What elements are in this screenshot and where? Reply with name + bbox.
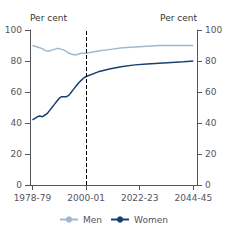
svg-text:Per cent: Per cent — [30, 13, 67, 23]
svg-text:20: 20 — [11, 149, 23, 159]
svg-text:1978-79: 1978-79 — [14, 193, 52, 203]
svg-text:40: 40 — [205, 118, 217, 128]
svg-text:20: 20 — [205, 149, 217, 159]
svg-text:80: 80 — [205, 56, 217, 66]
svg-text:0: 0 — [205, 180, 211, 190]
svg-text:40: 40 — [11, 118, 23, 128]
svg-text:0: 0 — [16, 180, 22, 190]
svg-text:Per cent: Per cent — [160, 13, 197, 23]
svg-text:2000-01: 2000-01 — [67, 193, 105, 203]
svg-text:2022-23: 2022-23 — [121, 193, 159, 203]
svg-text:60: 60 — [205, 87, 217, 97]
svg-text:100: 100 — [5, 25, 22, 35]
svg-text:60: 60 — [11, 87, 23, 97]
svg-text:Men: Men — [83, 215, 102, 225]
svg-text:Women: Women — [134, 215, 168, 225]
svg-text:2044-45: 2044-45 — [175, 193, 213, 203]
svg-text:80: 80 — [11, 56, 23, 66]
svg-text:100: 100 — [205, 25, 222, 35]
